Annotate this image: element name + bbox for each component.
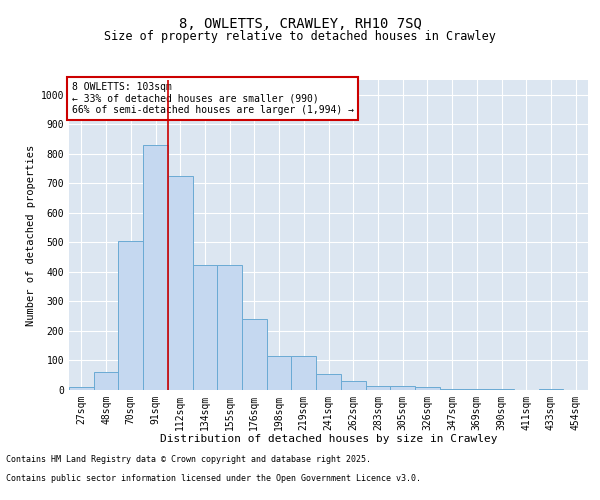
Text: 8 OWLETTS: 103sqm
← 33% of detached houses are smaller (990)
66% of semi-detache: 8 OWLETTS: 103sqm ← 33% of detached hous… [71,82,353,115]
Bar [94,372,118,390]
Bar [365,386,390,390]
Text: Contains HM Land Registry data © Crown copyright and database right 2025.: Contains HM Land Registry data © Crown c… [6,456,371,464]
Bar [316,374,341,390]
Bar [464,388,489,390]
Bar [168,176,193,390]
Text: Size of property relative to detached houses in Crawley: Size of property relative to detached ho… [104,30,496,43]
Text: Contains public sector information licensed under the Open Government Licence v3: Contains public sector information licen… [6,474,421,483]
Bar [69,387,94,390]
Bar [118,241,143,390]
Bar [390,386,415,390]
Bar [440,388,464,390]
Bar [539,388,563,390]
Bar [193,264,217,390]
Bar [292,356,316,390]
Bar [143,145,168,390]
Y-axis label: Number of detached properties: Number of detached properties [26,144,37,326]
Bar [217,264,242,390]
Bar [489,388,514,390]
Bar [415,387,440,390]
Bar [242,319,267,390]
Bar [341,381,365,390]
X-axis label: Distribution of detached houses by size in Crawley: Distribution of detached houses by size … [160,434,497,444]
Bar [267,356,292,390]
Text: 8, OWLETTS, CRAWLEY, RH10 7SQ: 8, OWLETTS, CRAWLEY, RH10 7SQ [179,18,421,32]
